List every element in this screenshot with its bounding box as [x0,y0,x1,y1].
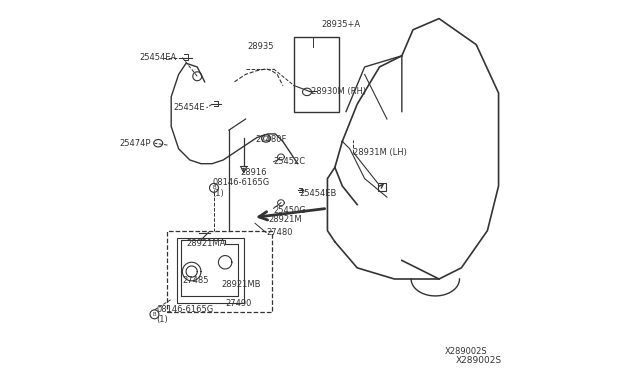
Bar [168,231,271,312]
Bar [378,183,386,191]
Text: 27480F: 27480F [255,135,286,144]
Text: 25452C: 25452C [273,157,306,166]
Text: B: B [153,312,156,317]
Text: 28921MA: 28921MA [186,239,225,248]
Text: 08146-6165G
(1): 08146-6165G (1) [212,178,269,198]
Text: 28916: 28916 [240,169,266,177]
Text: X289002S: X289002S [456,356,502,365]
Text: 28931M (LH): 28931M (LH) [353,148,407,157]
Text: B: B [212,185,216,190]
Text: X289002S: X289002S [445,347,488,356]
Text: 28935: 28935 [248,42,274,51]
Text: 27490: 27490 [225,299,252,308]
Text: 25450G: 25450G [273,206,307,215]
Text: 28935+A: 28935+A [322,20,361,29]
Text: 28930M (RH): 28930M (RH) [310,87,366,96]
Bar [294,37,339,112]
Text: 25454E: 25454E [173,103,205,112]
Text: 28921M: 28921M [268,215,301,224]
Text: 27480: 27480 [266,228,292,237]
Text: 25454EB: 25454EB [300,189,337,198]
Text: 28921MB: 28921MB [221,280,261,289]
Text: 25474P: 25474P [119,139,151,148]
Bar [177,238,244,303]
Text: 25454EA: 25454EA [140,53,177,62]
Text: 08146-6165G
(1): 08146-6165G (1) [156,305,214,324]
Text: 27485: 27485 [182,276,209,285]
